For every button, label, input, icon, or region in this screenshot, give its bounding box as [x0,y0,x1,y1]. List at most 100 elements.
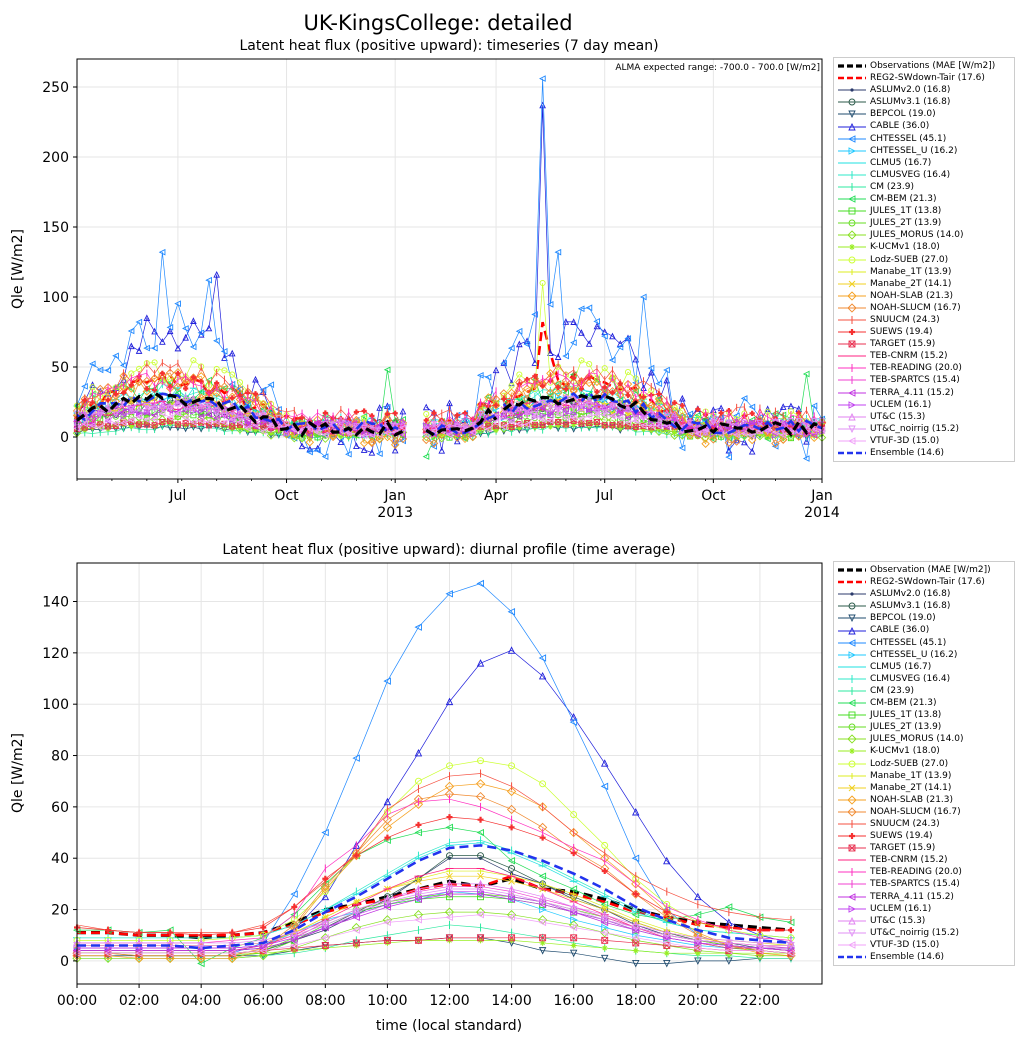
data-point [578,357,585,364]
data-point [166,944,175,952]
legend-item: JULES_1T (13.8) [837,205,1011,217]
legend-swatch [838,638,866,647]
data-point [523,421,531,428]
data-point [639,293,647,301]
data-point [625,392,631,398]
legend-item: JULES_2T (13.9) [837,721,1011,733]
data-point [656,391,662,397]
data-point [214,421,220,427]
data-point [127,416,135,424]
data-point [104,405,112,413]
data-point [546,388,555,397]
legend-swatch [838,602,866,610]
data-point [352,910,361,919]
data-point [741,418,749,426]
legend-label: Manabe_2T (14.1) [870,782,952,793]
data-point [167,929,174,936]
data-point [663,950,670,957]
legend-item: CM-BEM (21.3) [837,697,1011,709]
legend-item: SUEWS (19.4) [837,830,1011,842]
data-point [165,368,175,378]
data-point [632,375,639,382]
legend-swatch [838,614,866,623]
legend-swatch [838,388,866,397]
data-point [415,877,422,885]
data-point [305,438,315,447]
data-point [639,400,648,410]
x-tick-label: 2013 [377,505,413,521]
x-tick-label: 06:00 [243,993,283,1009]
data-point [120,390,127,396]
data-point [266,407,276,417]
data-point [182,393,189,401]
data-point [585,340,593,347]
data-point [647,368,655,376]
data-point [531,421,538,428]
data-point [662,912,672,922]
data-point [515,420,523,428]
data-point [252,427,259,433]
data-point [360,432,368,440]
data-point [516,425,522,431]
data-point [732,437,741,446]
data-point [740,430,748,437]
data-point [632,387,639,395]
data-point [190,317,197,324]
data-point [616,340,624,347]
data-point [569,949,578,958]
legend-item: CLMU5 (16.7) [837,157,1011,169]
series-observations [76,390,823,439]
data-point [539,880,546,887]
data-point [601,868,608,875]
data-point [748,403,756,411]
data-point [159,401,166,408]
legend-label: ASLUMv2.0 (16.8) [870,589,951,600]
legend-swatch [838,674,866,683]
data-point [414,885,423,893]
legend-item: K-UCMv1 (18.0) [837,745,1011,757]
data-point [322,875,329,882]
data-point [662,939,671,947]
data-point [563,386,569,392]
data-point [469,429,476,436]
data-point [112,410,119,418]
series-line [77,839,791,939]
data-point [477,410,484,418]
data-point [213,270,221,278]
data-point [678,394,686,402]
data-point [601,936,609,944]
legend-item: CHTESSEL_U (16.2) [837,649,1011,661]
data-point [266,431,276,440]
legend-label: CLMUSVEG (16.4) [870,673,951,684]
data-point [144,420,150,426]
data-point [142,376,152,386]
data-point [756,419,764,426]
data-point [555,423,561,429]
data-point [740,395,748,402]
data-point [539,780,547,788]
data-point [491,394,501,404]
data-point [507,913,516,921]
legend-item: UT&C (15.3) [837,411,1011,423]
data-point [290,941,298,950]
legend-label: JULES_MORUS (14.0) [870,734,964,745]
data-point [151,422,158,429]
legend-item: NOAH-SLUCM (16.7) [837,806,1011,818]
data-point [539,404,546,412]
data-point [158,410,166,417]
legend-label: REG2-SWdown-Tair (17.6) [870,73,985,84]
data-point [290,890,298,898]
legend-label: Ensemble (14.6) [870,952,945,962]
data-point [119,408,127,416]
series-line [77,760,791,941]
data-point [376,404,383,411]
data-point [104,949,112,957]
data-point [205,411,212,418]
data-point [267,422,275,429]
data-point [601,422,608,429]
data-point [190,357,197,364]
y-tick-label: 40 [51,851,69,867]
legend-item: VTUF-3D (15.0) [837,435,1011,447]
data-point [570,410,578,418]
series-line [77,844,792,950]
